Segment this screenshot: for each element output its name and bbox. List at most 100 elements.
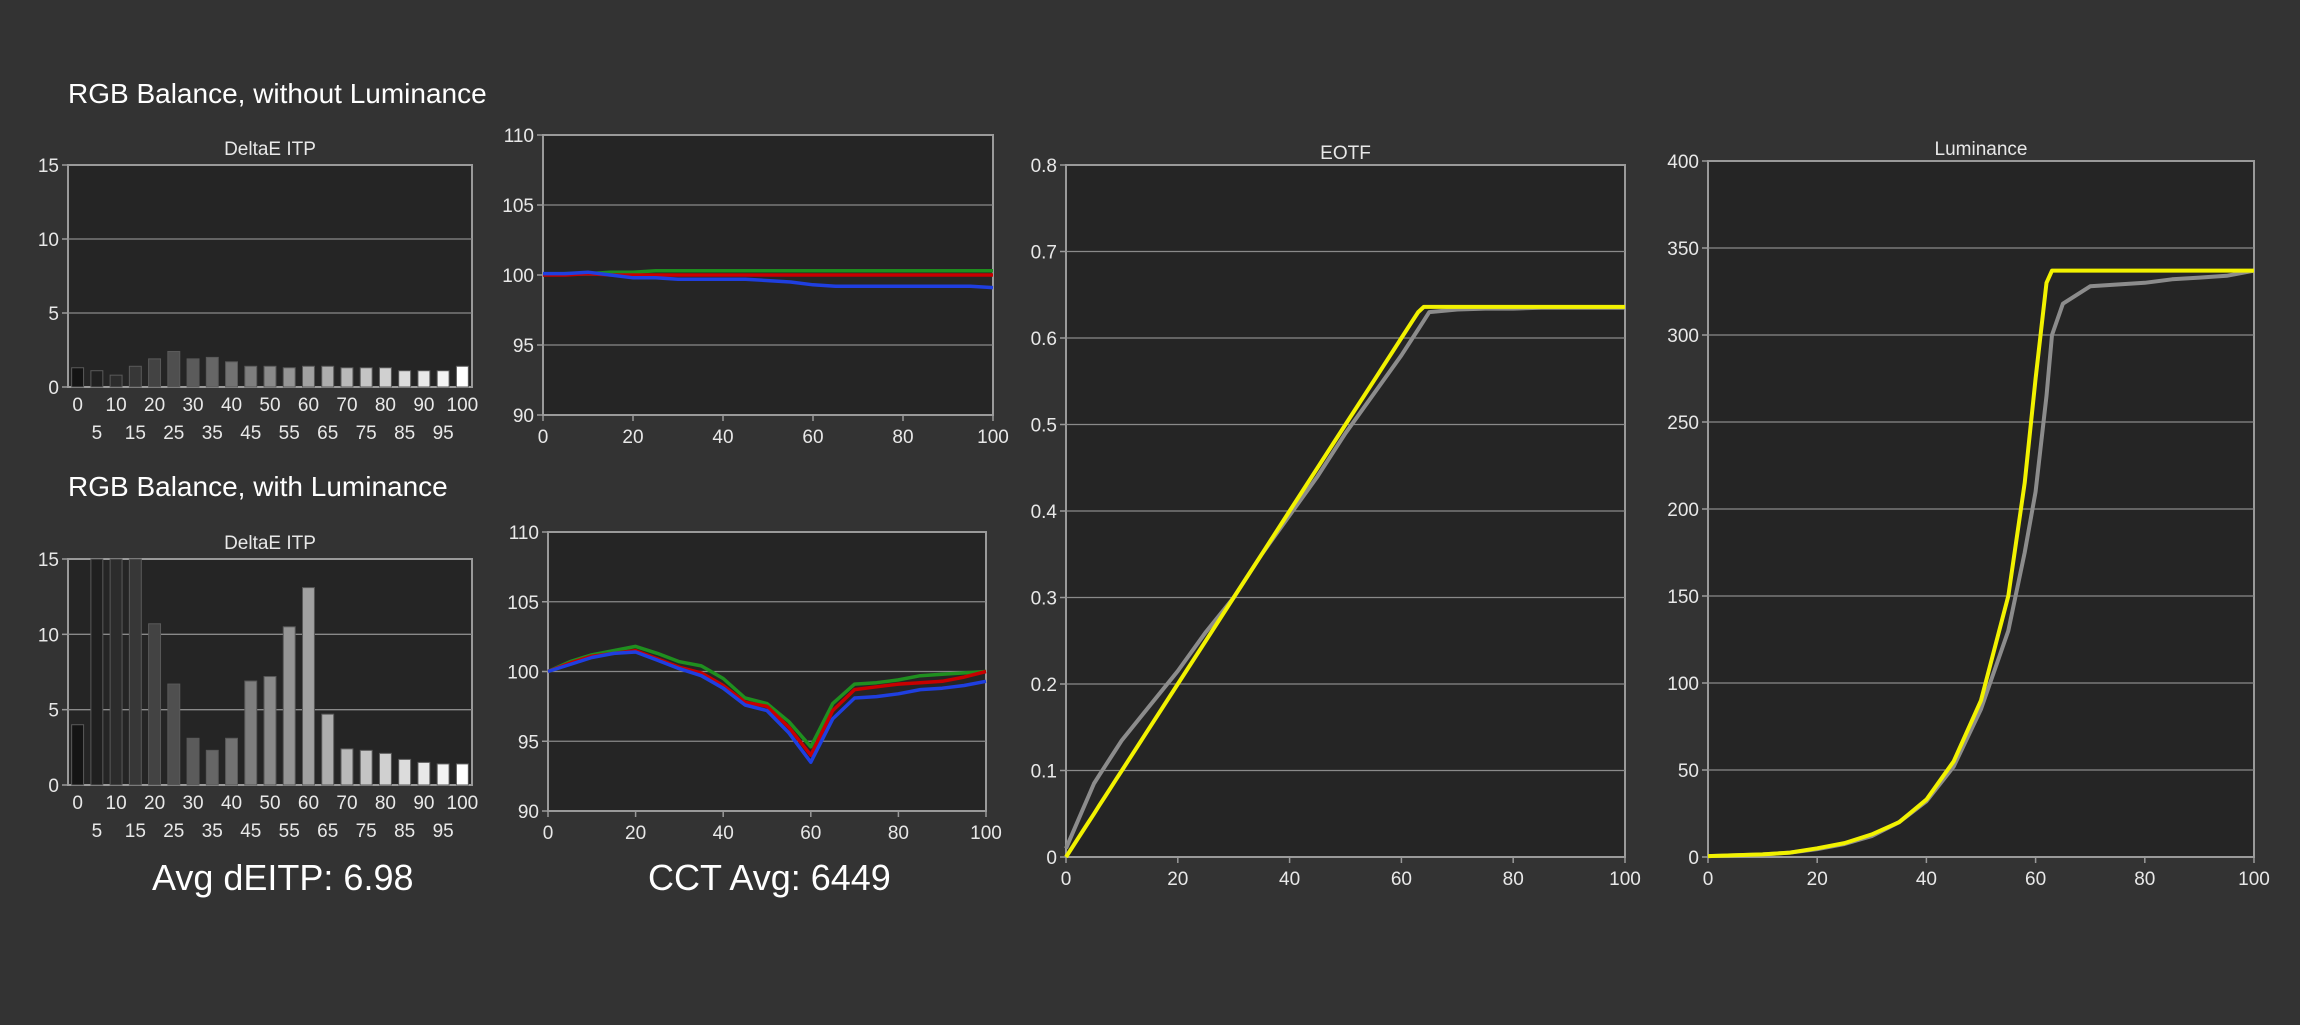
eotf-x-tick-label: 0 <box>1061 869 1072 890</box>
rgb_top-x-tick-label: 60 <box>802 427 823 448</box>
section-title-with-luminance: RGB Balance, with Luminance <box>68 471 448 502</box>
rgb_bottom-x-tick-label: 20 <box>625 823 646 844</box>
deltae_top-x-tick-label: 100 <box>447 395 479 416</box>
deltae_bottom-x-tick-label: 90 <box>413 793 434 814</box>
deltae_bottom-x-tick-label: 25 <box>163 821 184 842</box>
rgb_top-series-green-line <box>542 269 993 277</box>
deltae_top-bar <box>128 365 142 388</box>
deltae_bottom-x-tick-label: 10 <box>106 793 127 814</box>
luminance-y-tick-label: 400 <box>1667 152 1699 173</box>
deltae_bottom-bar <box>205 749 219 786</box>
deltae_top-bar <box>359 367 373 388</box>
deltae_bottom-bar <box>436 763 450 786</box>
rgb_bottom-y-tick-label: 110 <box>509 523 539 544</box>
deltae_bottom-bar <box>109 558 123 786</box>
deltae_bottom-y-tick-label: 10 <box>38 625 59 646</box>
deltae_bottom-x-tick-label: 75 <box>356 821 377 842</box>
deltae_top-x-tick-label: 60 <box>298 395 319 416</box>
deltae_bottom-x-tick-label: 70 <box>336 793 357 814</box>
rgb_top-x-tick-label: 0 <box>538 427 549 448</box>
deltae_bottom-x-tick-label: 95 <box>433 821 454 842</box>
deltae_top-x-tick-label: 40 <box>221 395 242 416</box>
deltae_bottom-bar <box>244 680 258 786</box>
deltae_top-x-tick-label: 25 <box>163 423 184 444</box>
deltae_top-bar <box>340 367 354 388</box>
eotf-x-tick-label: 20 <box>1167 869 1188 890</box>
deltae_bottom-bar <box>148 623 162 786</box>
rgb_top-y-tick-label: 110 <box>504 126 534 147</box>
deltae_top-x-tick-label: 75 <box>356 423 377 444</box>
deltae_bottom-x-tick-label: 15 <box>125 821 146 842</box>
deltae_top-title: DeltaE ITP <box>224 139 316 160</box>
deltae_top-x-tick-label: 55 <box>279 423 300 444</box>
deltae_top-bar <box>225 361 238 388</box>
deltae_top-x-tick-label: 65 <box>317 423 338 444</box>
eotf-y-tick-label: 0.2 <box>1031 675 1057 696</box>
luminance-x-tick-label: 60 <box>2025 869 2046 890</box>
deltae_bottom-x-tick-label: 30 <box>182 793 203 814</box>
eotf-y-tick-label: 0.7 <box>1031 243 1057 264</box>
deltae_top-bar <box>205 356 219 388</box>
deltae_bottom-x-tick-label: 80 <box>375 793 396 814</box>
deltae_top-bar <box>398 370 412 388</box>
rgb_bottom-y-tick-label: 105 <box>507 593 539 614</box>
deltae_top-x-tick-label: 20 <box>144 395 165 416</box>
deltae_top-x-tick-label: 0 <box>72 395 83 416</box>
deltae_bottom-x-tick-label: 5 <box>92 821 103 842</box>
deltae_bottom-y-tick-label: 5 <box>48 701 59 722</box>
deltae_bottom-bar <box>302 587 315 786</box>
deltae_bottom-title: DeltaE ITP <box>224 533 316 554</box>
deltae_top-bar <box>417 370 431 388</box>
eotf-y-tick-label: 0.1 <box>1031 762 1057 783</box>
luminance-x-tick-label: 100 <box>2238 869 2270 890</box>
luminance-y-tick-label: 350 <box>1667 239 1699 260</box>
rgb_bottom-series-green-line <box>547 644 987 749</box>
deltae_top-x-tick-label: 35 <box>202 423 223 444</box>
eotf-x-tick-label: 40 <box>1279 869 1300 890</box>
eotf-x-tick-label: 80 <box>1503 869 1524 890</box>
eotf-x-tick-label: 100 <box>1609 869 1641 890</box>
luminance-x-tick-label: 0 <box>1703 869 1714 890</box>
rgb_top-y-tick-label: 90 <box>513 406 534 427</box>
deltae_top-x-tick-label: 90 <box>413 395 434 416</box>
avg-deitp-stat: Avg dEITP: 6.98 <box>152 857 414 898</box>
deltae_top-y-tick-label: 10 <box>38 230 59 251</box>
deltae_top-bar <box>148 358 162 388</box>
deltae_top-x-tick-label: 70 <box>336 395 357 416</box>
deltae_top-bar <box>455 365 469 388</box>
deltae_top-x-tick-label: 95 <box>433 423 454 444</box>
deltae_top-bar <box>302 365 315 388</box>
deltae_bottom-y-tick-label: 0 <box>48 776 59 797</box>
eotf-y-tick-label: 0.6 <box>1031 329 1057 350</box>
deltae_bottom-x-tick-label: 65 <box>317 821 338 842</box>
deltae_bottom-bar <box>455 763 469 786</box>
deltae_bottom-bar <box>128 558 142 786</box>
luminance-y-tick-label: 300 <box>1667 326 1699 347</box>
luminance-x-tick-label: 80 <box>2134 869 2155 890</box>
rgb_top-y-tick-label: 105 <box>502 196 534 217</box>
deltae_top-bar <box>436 370 450 388</box>
eotf-y-tick-label: 0.4 <box>1031 502 1058 523</box>
rgb_top-y-tick-label: 95 <box>513 336 534 357</box>
deltae_top-x-tick-label: 15 <box>125 423 146 444</box>
eotf-x-tick-label: 60 <box>1391 869 1412 890</box>
luminance-title: Luminance <box>1935 139 2028 160</box>
rgb_top-x-tick-label: 100 <box>977 427 1009 448</box>
deltae_bottom-x-tick-label: 85 <box>394 821 415 842</box>
rgb_top-x-tick-label: 40 <box>712 427 733 448</box>
deltae_top-x-tick-label: 30 <box>182 395 203 416</box>
deltae_bottom-bar <box>321 713 335 786</box>
eotf-y-tick-label: 0 <box>1046 848 1057 869</box>
deltae_bottom-bar <box>417 761 431 786</box>
deltae_top-x-tick-label: 50 <box>259 395 280 416</box>
deltae_bottom-bar <box>90 558 104 786</box>
deltae_bottom-bar <box>167 683 181 786</box>
deltae_bottom-x-tick-label: 20 <box>144 793 165 814</box>
luminance-x-tick-label: 40 <box>1916 869 1937 890</box>
deltae_top-x-tick-label: 10 <box>106 395 127 416</box>
deltae_bottom-x-tick-label: 100 <box>447 793 479 814</box>
eotf-y-tick-label: 0.3 <box>1031 589 1057 610</box>
deltae_top-plot-area <box>67 164 473 388</box>
deltae_top-x-tick-label: 85 <box>394 423 415 444</box>
